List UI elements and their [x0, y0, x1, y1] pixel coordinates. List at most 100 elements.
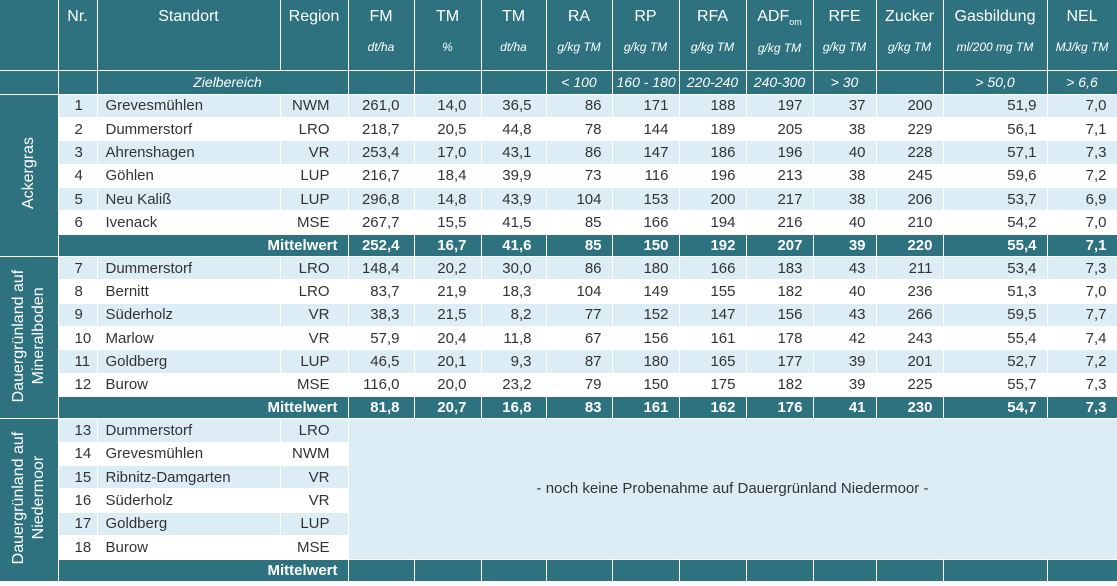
- site-name: Bernitt: [97, 279, 281, 304]
- value-cell: 171: [612, 94, 680, 118]
- column-header: RFA g/kg TM: [679, 0, 747, 71]
- target-range-value: 160 - 180: [612, 70, 680, 95]
- table-row: 3 Ahrenshagen VR 253,4 17,0 43,1 86 147 186 196 40…: [0, 140, 1117, 165]
- site-name: Burow: [97, 373, 281, 398]
- value-cell: 182: [746, 373, 814, 398]
- target-range-value: 240-300: [746, 70, 814, 95]
- target-range-value: [414, 70, 482, 95]
- value-cell: 165: [679, 349, 747, 374]
- column-header-unit: dt/ha: [367, 40, 395, 54]
- value-cell: 46,5: [348, 349, 415, 374]
- value-cell: 206: [876, 187, 944, 212]
- value-cell: 147: [679, 303, 747, 328]
- column-header: Region: [280, 0, 349, 71]
- site-name: Grevesmühlen: [97, 442, 281, 466]
- value-cell: 180: [612, 349, 680, 374]
- site-name: Dummerstorf: [97, 256, 281, 281]
- value-cell: 7,4: [1047, 326, 1117, 351]
- value-cell: 6,9: [1047, 187, 1117, 212]
- region-code: LRO: [280, 117, 349, 142]
- column-header: Zucker g/kg TM: [876, 0, 944, 71]
- value-cell: 196: [746, 140, 814, 165]
- site-name: Süderholz: [97, 303, 281, 328]
- value-cell: 200: [876, 94, 944, 118]
- value-cell: 189: [679, 117, 747, 142]
- table-row: 4 Göhlen LUP 216,7 18,4 39,9 73 116 196 213 38 245 5…: [0, 164, 1117, 189]
- column-header: Gasbildung ml/200 mg TM: [943, 0, 1048, 71]
- value-cell: 86: [546, 256, 613, 281]
- group-label-cell: Ackergras: [0, 94, 59, 257]
- column-header: Nr.: [58, 0, 98, 71]
- value-cell: 79: [546, 373, 613, 398]
- value-cell: 7,2: [1047, 164, 1117, 189]
- value-cell: 104: [546, 279, 613, 304]
- column-header-unit: dt/ha: [500, 40, 527, 54]
- value-cell: 267,7: [348, 210, 415, 235]
- site-name: Dummerstorf: [97, 418, 281, 443]
- mean-value: 54,7: [943, 396, 1048, 420]
- value-cell: 67: [546, 326, 613, 351]
- row-number: 11: [58, 349, 98, 374]
- value-cell: 261,0: [348, 94, 415, 118]
- value-cell: 37: [813, 94, 877, 118]
- group-label: Dauergrünland auf Mineralboden: [9, 269, 47, 402]
- table-body: Ackergras 1 Grevesmühlen NWM 261,0 14,0 36,5 86…: [0, 94, 1117, 582]
- row-number: 8: [58, 279, 98, 304]
- target-range-value: > 6,6: [1047, 70, 1117, 95]
- column-header: RP g/kg TM: [612, 0, 680, 71]
- table-row: 17 Goldberg LUP: [0, 512, 1117, 537]
- value-cell: 39: [813, 373, 877, 398]
- site-name: Burow: [97, 535, 281, 560]
- group-label-cell: Dauergrünland auf Niedermoor: [0, 418, 59, 582]
- column-header-label: RFA: [696, 8, 729, 25]
- mean-value: 7,3: [1047, 396, 1117, 420]
- mean-empty-cell: [546, 559, 613, 582]
- column-header-label: Gasbildung: [954, 8, 1036, 25]
- mean-empty-cell: [1047, 559, 1117, 582]
- mean-value: 81,8: [348, 396, 415, 420]
- value-cell: 150: [612, 373, 680, 398]
- mean-value: 150: [612, 234, 680, 257]
- site-name: Goldberg: [97, 349, 281, 374]
- value-cell: 8,2: [481, 303, 547, 328]
- table-row: Dauergrünland auf Niedermoor 13 Dummerstor…: [0, 418, 1117, 582]
- value-cell: 54,2: [943, 210, 1048, 235]
- value-cell: 73: [546, 164, 613, 189]
- row-number: 13: [58, 418, 98, 443]
- mean-row: Mittelwert 81,8 20,7 16,8 83 161 162 176 41 230 54…: [0, 396, 1117, 420]
- value-cell: 180: [612, 256, 680, 281]
- value-cell: 86: [546, 140, 613, 165]
- value-cell: 7,7: [1047, 303, 1117, 328]
- value-cell: 296,8: [348, 187, 415, 212]
- value-cell: 175: [679, 373, 747, 398]
- target-range-value: 220-240: [679, 70, 747, 95]
- value-cell: 225: [876, 373, 944, 398]
- value-cell: 7,1: [1047, 117, 1117, 142]
- column-header: Standort: [97, 0, 281, 71]
- value-cell: 188: [679, 94, 747, 118]
- column-header-label: RFE: [828, 8, 861, 25]
- value-cell: 18,3: [481, 279, 547, 304]
- value-cell: 38: [813, 187, 877, 212]
- target-range-value: < 100: [546, 70, 613, 95]
- value-cell: 213: [746, 164, 814, 189]
- mean-value: 39: [813, 234, 877, 257]
- value-cell: 243: [876, 326, 944, 351]
- value-cell: 40: [813, 210, 877, 235]
- value-cell: 77: [546, 303, 613, 328]
- target-range-label: Zielbereich: [97, 70, 349, 95]
- mean-value: 162: [679, 396, 747, 420]
- site-name: Göhlen: [97, 164, 281, 189]
- no-sample-message: - noch keine Probenahme auf Dauergrünlan…: [348, 418, 1117, 560]
- site-name: Ivenack: [97, 210, 281, 235]
- site-name: Süderholz: [97, 488, 281, 513]
- value-cell: 83,7: [348, 279, 415, 304]
- value-cell: 43: [813, 256, 877, 281]
- site-name: Dummerstorf: [97, 117, 281, 142]
- table-row: 11 Goldberg LUP 46,5 20,1 9,3 87 180 165 177 39 201…: [0, 349, 1117, 374]
- value-cell: 43: [813, 303, 877, 328]
- region-code: NWM: [280, 94, 349, 118]
- value-cell: 43,1: [481, 140, 547, 165]
- row-number: 3: [58, 140, 98, 165]
- column-header: ADFom g/kg TM: [746, 0, 814, 71]
